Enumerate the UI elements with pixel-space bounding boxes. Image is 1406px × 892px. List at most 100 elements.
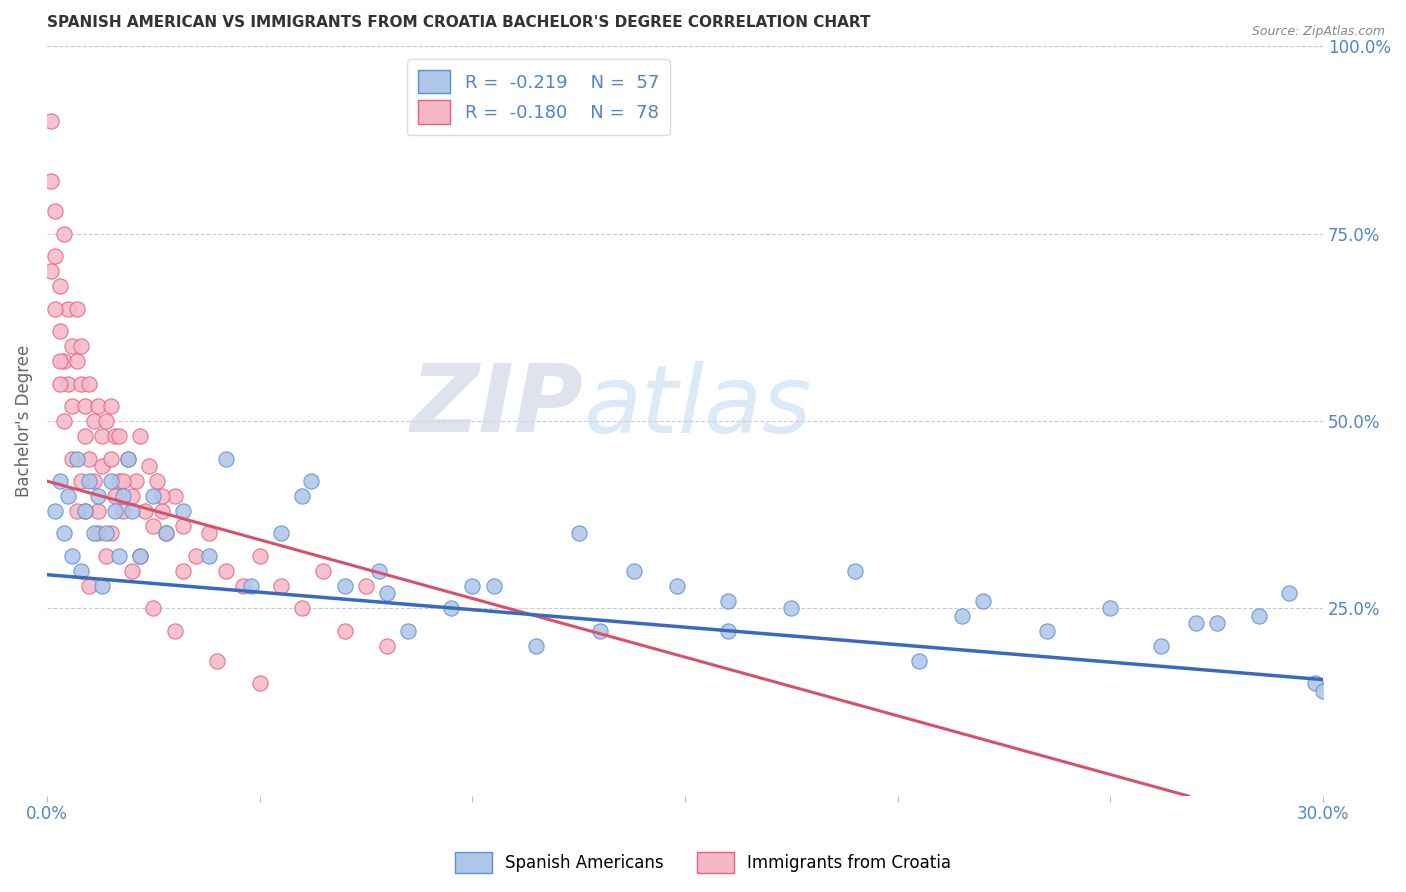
Point [142,519,165,533]
Point [75,504,97,518]
Point [104,429,127,443]
Point [312,564,335,578]
Point [568,526,591,541]
Point [375,639,398,653]
Point [172,504,194,518]
Point [172,519,194,533]
Point [39,264,62,278]
Point [87,489,110,503]
Point [56,376,79,391]
Point [83,526,105,541]
Point [48,474,70,488]
Point [75,429,97,443]
Point [184,549,207,563]
Point [39,114,62,128]
Point [87,526,110,541]
Point [291,489,314,503]
Point [56,489,79,503]
Point [52,227,75,241]
Text: ZIP: ZIP [411,360,583,452]
Point [62,549,84,563]
Point [270,579,292,593]
Point [716,624,738,638]
Point [146,474,169,488]
Point [1205,616,1227,631]
Point [83,474,105,488]
Point [48,324,70,338]
Point [44,204,66,219]
Point [70,564,93,578]
Point [96,549,118,563]
Point [398,624,420,638]
Point [121,564,143,578]
Point [48,354,70,368]
Y-axis label: Bachelor's Degree: Bachelor's Degree [15,345,32,497]
Point [66,301,89,316]
Point [100,399,122,413]
Point [62,399,84,413]
Point [100,451,122,466]
Point [142,601,165,615]
Point [79,451,101,466]
Point [91,429,114,443]
Point [172,564,194,578]
Point [375,586,398,600]
Text: atlas: atlas [583,360,811,451]
Point [83,414,105,428]
Point [205,654,228,668]
Point [780,601,803,615]
Point [665,579,688,593]
Point [716,594,738,608]
Point [129,549,152,563]
Point [197,549,219,563]
Point [52,414,75,428]
Point [104,504,127,518]
Point [163,624,186,638]
Point [908,654,931,668]
Point [354,579,377,593]
Point [950,608,973,623]
Point [108,474,131,488]
Point [52,526,75,541]
Point [972,594,994,608]
Point [91,579,114,593]
Point [96,414,118,428]
Point [121,489,143,503]
Point [1099,601,1122,615]
Point [291,601,314,615]
Point [1312,683,1334,698]
Point [56,301,79,316]
Point [70,339,93,353]
Point [100,474,122,488]
Point [134,504,156,518]
Point [1184,616,1206,631]
Point [112,489,135,503]
Legend: R =  -0.219    N =  57, R =  -0.180    N =  78: R = -0.219 N = 57, R = -0.180 N = 78 [406,59,669,135]
Point [844,564,866,578]
Point [1150,639,1173,653]
Point [142,489,165,503]
Point [66,504,89,518]
Point [44,504,66,518]
Text: Source: ZipAtlas.com: Source: ZipAtlas.com [1251,25,1385,38]
Point [249,549,271,563]
Point [121,504,143,518]
Point [249,676,271,690]
Point [270,526,292,541]
Point [75,504,97,518]
Point [333,579,356,593]
Point [48,279,70,293]
Point [100,526,122,541]
Point [112,474,135,488]
Point [232,579,254,593]
Point [163,489,186,503]
Point [333,624,356,638]
Point [155,526,177,541]
Point [70,376,93,391]
Point [482,579,505,593]
Point [44,249,66,263]
Text: SPANISH AMERICAN VS IMMIGRANTS FROM CROATIA BACHELOR'S DEGREE CORRELATION CHART: SPANISH AMERICAN VS IMMIGRANTS FROM CROA… [46,15,870,30]
Point [240,579,263,593]
Point [214,451,236,466]
Point [79,474,101,488]
